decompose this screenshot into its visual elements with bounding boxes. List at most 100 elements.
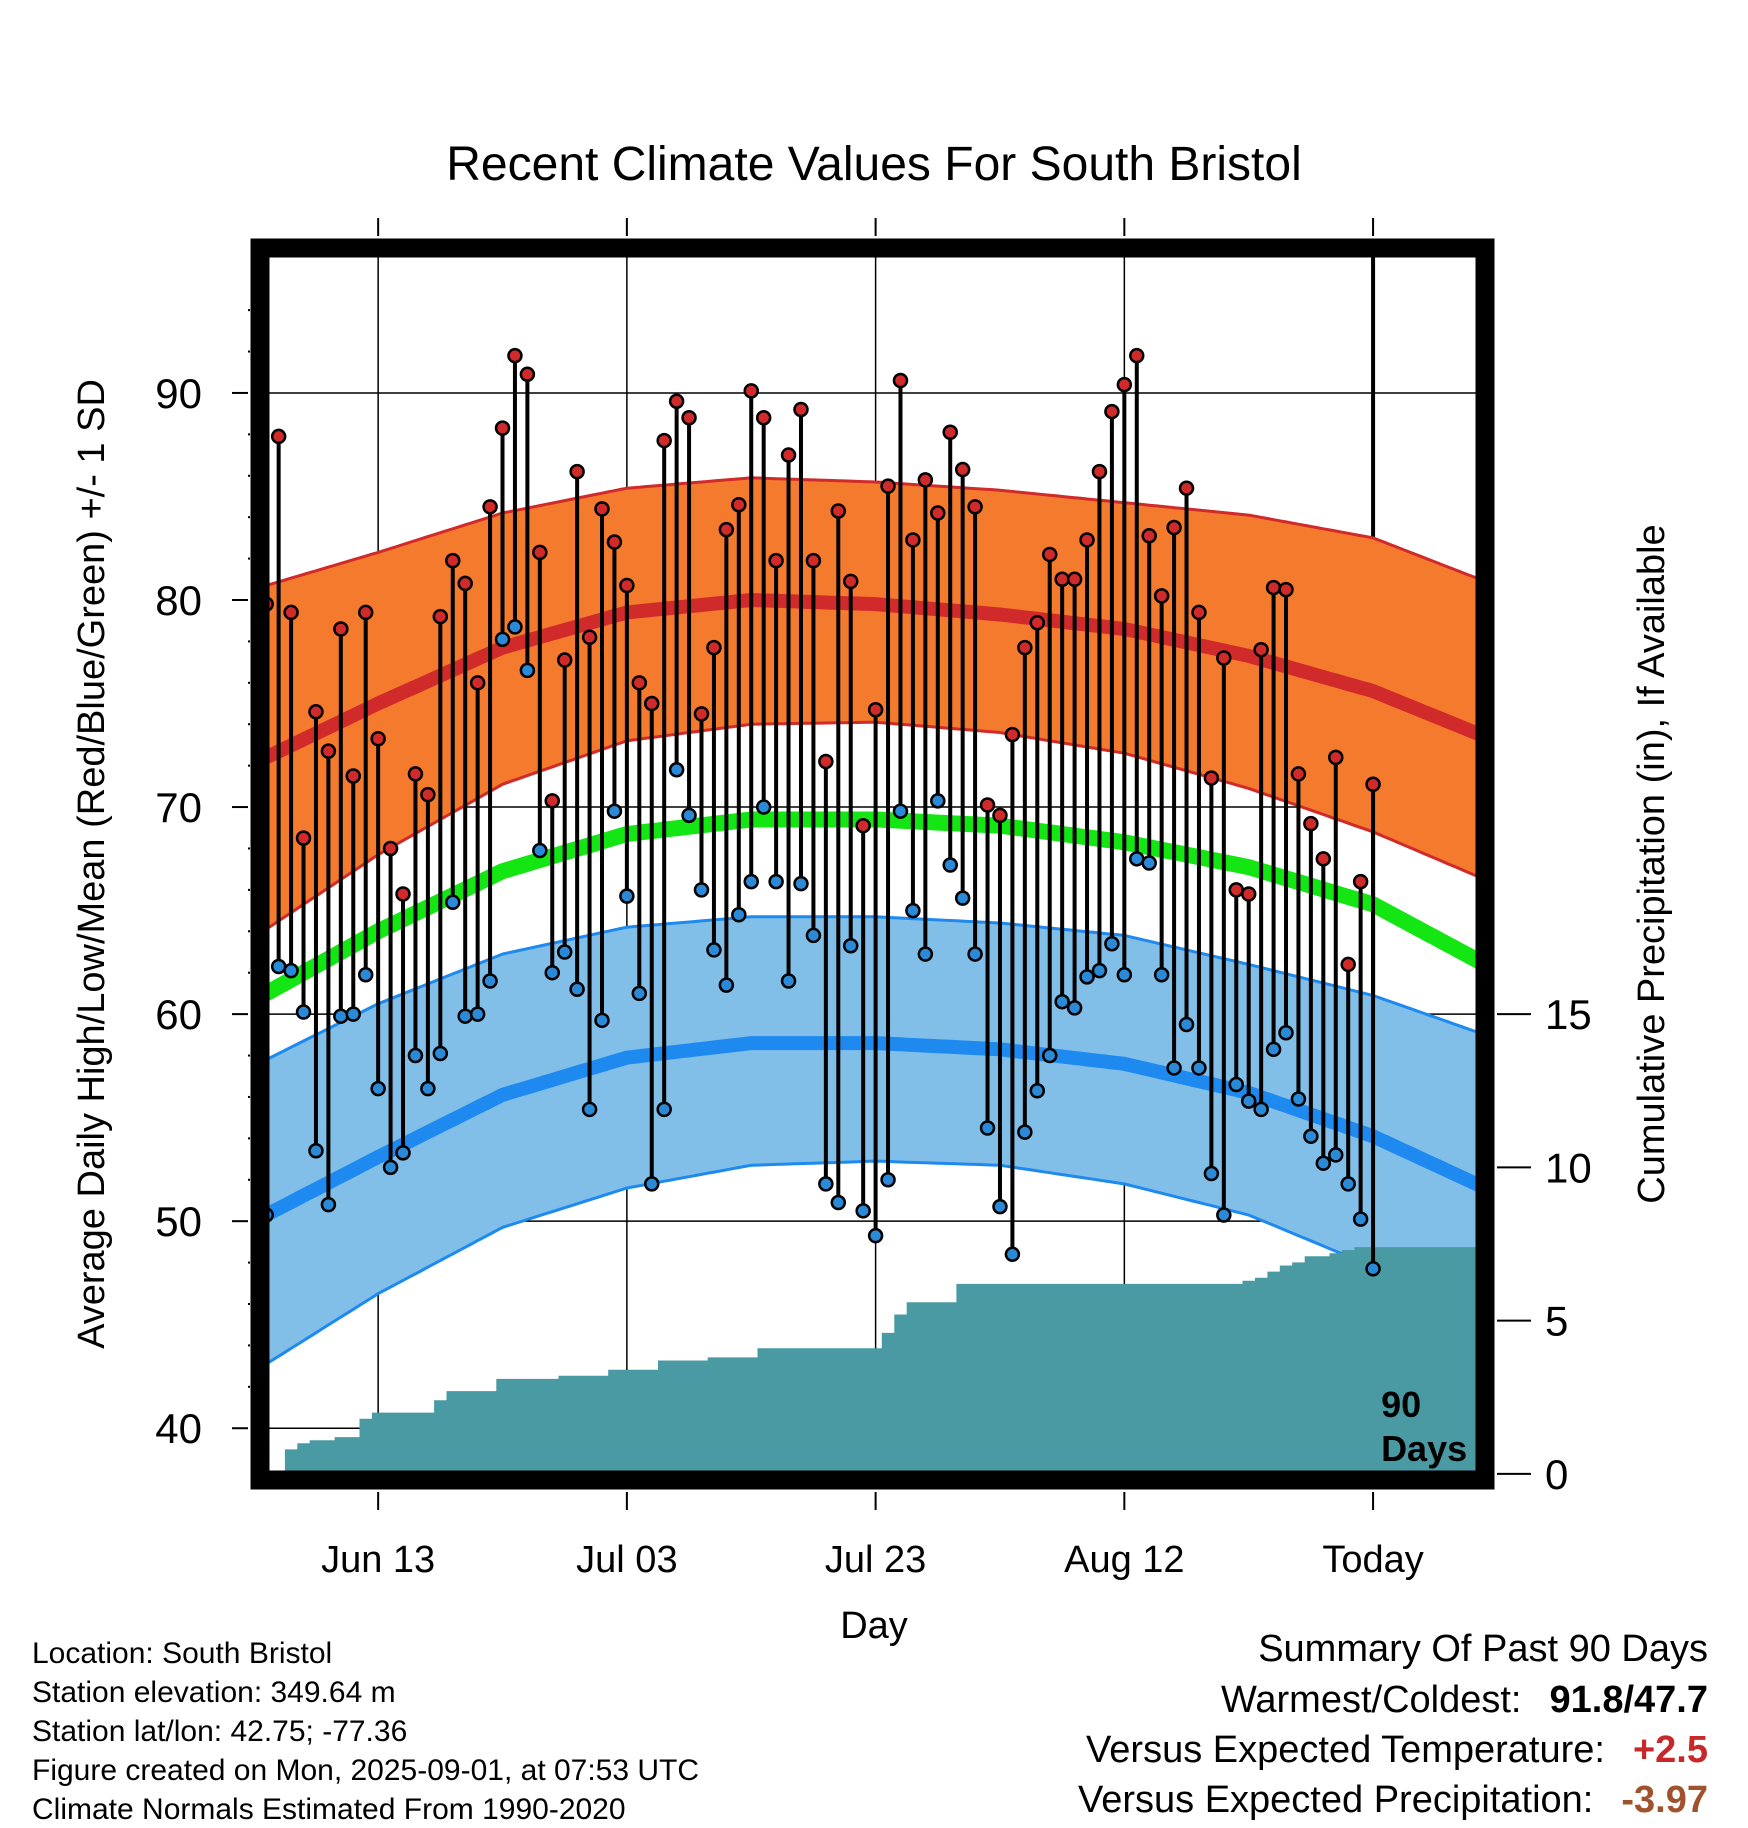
high-temp-point <box>1265 579 1282 596</box>
high-temp-point <box>818 753 834 770</box>
high-temp-point <box>693 706 710 722</box>
low-temp-point <box>942 857 958 873</box>
low-temp-point <box>842 938 859 954</box>
high-normal-line <box>260 592 1485 765</box>
high-temp-point <box>1253 641 1269 658</box>
low-temp-point <box>644 1176 660 1192</box>
high-temp-point <box>979 797 996 813</box>
low-temp-point <box>482 973 498 989</box>
high-temp-point <box>594 501 610 517</box>
y-right-axis-title: Cumulative Precipitation (in), If Availa… <box>1631 524 1673 1203</box>
precip-area <box>260 1247 1485 1480</box>
y-tick-label: 70 <box>155 784 202 831</box>
high-temp-point <box>880 478 896 494</box>
high-temp-point <box>1141 528 1157 544</box>
low-temp-point <box>1153 967 1170 983</box>
low-temp-point <box>1328 1147 1344 1163</box>
low-temp-point <box>1290 1091 1307 1107</box>
low-temp-point <box>880 1172 896 1188</box>
low-temp-point <box>656 1101 672 1118</box>
low-temp-point <box>295 1004 312 1020</box>
high-temp-point <box>706 639 722 656</box>
low-temp-point <box>507 619 523 635</box>
low-temp-point <box>594 1012 610 1029</box>
low-temp-point <box>469 1006 486 1022</box>
y-right-tick-label: 10 <box>1545 1144 1592 1191</box>
high-temp-point <box>1116 376 1133 393</box>
low-temp-point <box>1129 851 1145 867</box>
x-tick-label: Today <box>1322 1539 1423 1581</box>
high-temp-point <box>370 730 386 747</box>
y-right-tick-label: 15 <box>1545 991 1592 1038</box>
low-temp-point <box>979 1120 996 1136</box>
x-tick-label: Jul 03 <box>576 1539 677 1581</box>
low-temp-point <box>1352 1211 1369 1227</box>
high-temp-point <box>1017 639 1033 656</box>
high-temp-point <box>718 521 735 538</box>
high-temp-point <box>333 621 349 637</box>
low-temp-point <box>1278 1025 1294 1041</box>
summary-temperature: Versus Expected Temperature: +2.5 <box>1086 1729 1708 1772</box>
low-temp-point <box>1054 993 1070 1010</box>
low-temp-point <box>743 873 759 890</box>
high-temp-point <box>619 577 635 594</box>
y-right-tick-label: 0 <box>1545 1451 1568 1498</box>
high-temp-point <box>494 420 511 436</box>
x-tick-label: Jun 13 <box>321 1539 435 1581</box>
high-temp-point <box>382 840 399 857</box>
y-tick-label: 60 <box>155 991 202 1038</box>
elevation-text: Station elevation: 349.64 m <box>32 1676 396 1709</box>
low-temp-point <box>457 1008 473 1024</box>
high-temp-point <box>967 499 983 515</box>
low-temp-point <box>382 1159 399 1176</box>
high-temp-point <box>731 497 747 513</box>
low-temp-point <box>1178 1016 1195 1033</box>
high-temp-point <box>1216 650 1232 666</box>
y-axis-title: Average Daily High/Low/Mean (Red/Blue/Gr… <box>71 379 113 1349</box>
high-temp-point <box>768 552 784 569</box>
high-temp-point <box>1365 776 1381 793</box>
ninety-days-label: 90 <box>1381 1384 1421 1425</box>
high-temp-point <box>905 532 921 548</box>
high-temp-point <box>855 817 871 834</box>
high-temp-point <box>1340 956 1356 973</box>
created-text: Figure created on Mon, 2025-09-01, at 07… <box>32 1754 700 1787</box>
high-temp-point <box>445 552 461 569</box>
low-temp-point <box>930 793 946 809</box>
low-temp-point <box>1203 1165 1220 1182</box>
low-temp-point <box>1240 1093 1257 1109</box>
high-temp-point <box>407 766 424 782</box>
precip-label: Versus Expected Precipitation: <box>1077 1779 1594 1821</box>
low-temp-point <box>370 1080 386 1097</box>
high-temp-point <box>1191 604 1207 621</box>
high-temp-point <box>830 503 847 519</box>
low-temp-point <box>855 1203 871 1219</box>
high-temp-point <box>270 428 287 445</box>
high-temp-point <box>1091 463 1108 480</box>
high-temp-point <box>992 807 1008 824</box>
low-temp-point <box>1029 1082 1046 1099</box>
low-temp-point <box>917 946 934 962</box>
chart-title: Recent Climate Values For South Bristol <box>446 138 1301 191</box>
low-temp-point <box>830 1194 847 1211</box>
low-sd-band <box>260 916 1485 1364</box>
low-temp-point <box>1141 855 1157 871</box>
low-temp-point <box>992 1198 1008 1215</box>
low-temp-point <box>1253 1101 1269 1118</box>
y-tick-label: 40 <box>155 1405 202 1452</box>
high-temp-point <box>507 347 523 364</box>
high-temp-point <box>1178 480 1195 496</box>
low-temp-point <box>967 946 983 962</box>
latlon-text: Station lat/lon: 42.75; -77.36 <box>32 1715 408 1748</box>
high-temp-point <box>842 573 859 590</box>
coldest-value: 47.7 <box>1634 1679 1708 1721</box>
low-temp-point <box>706 942 722 958</box>
low-temp-point <box>1116 967 1133 983</box>
low-temp-point <box>718 977 735 993</box>
warm-cold-separator: / <box>1623 1679 1635 1721</box>
low-temp-point <box>357 967 374 983</box>
low-temp-point <box>308 1143 324 1159</box>
high-temp-point <box>743 383 759 399</box>
high-temp-point <box>357 604 374 621</box>
high-temp-point <box>1352 873 1369 890</box>
